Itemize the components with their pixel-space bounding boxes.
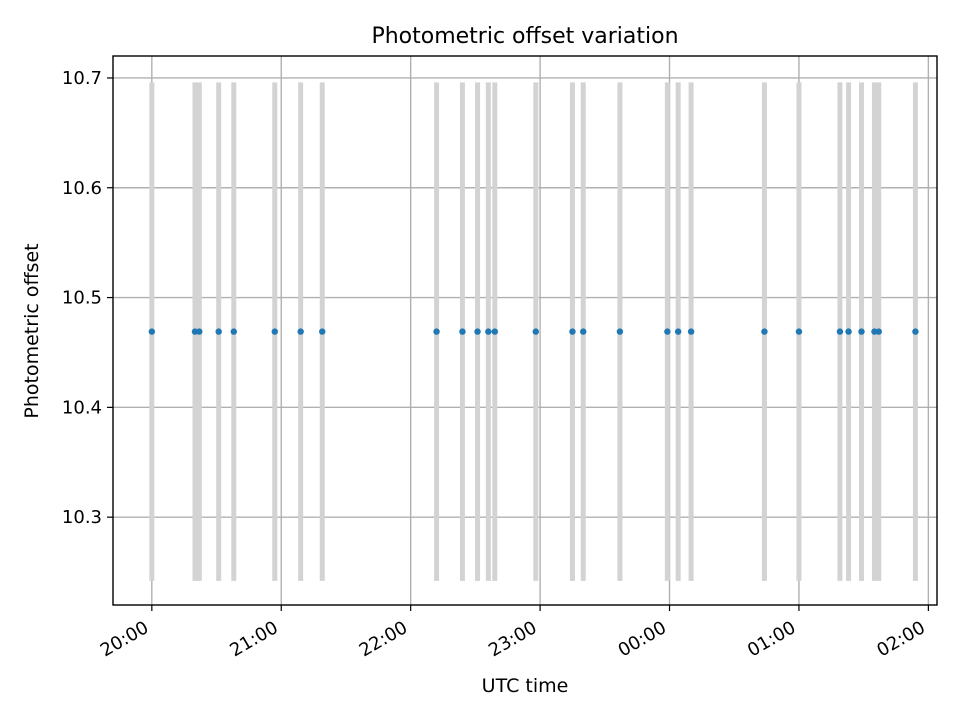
- data-point: [569, 328, 576, 335]
- data-point: [845, 328, 852, 335]
- data-point: [912, 328, 919, 335]
- y-tick-label: 10.6: [62, 178, 102, 199]
- data-point: [297, 328, 304, 335]
- data-point: [836, 328, 844, 335]
- data-point: [215, 328, 222, 335]
- chart-title: Photometric offset variation: [371, 24, 678, 49]
- x-axis-label: UTC time: [482, 675, 569, 697]
- data-point: [687, 328, 695, 335]
- data-points: [148, 328, 919, 335]
- data-point: [664, 328, 671, 335]
- data-point: [875, 328, 882, 335]
- data-point: [148, 328, 156, 335]
- data-point: [616, 328, 624, 335]
- data-point: [580, 328, 587, 335]
- data-point: [761, 328, 768, 335]
- y-tick-label: 10.5: [62, 288, 102, 309]
- data-point: [196, 328, 203, 335]
- data-point: [271, 328, 278, 335]
- y-axis-label: Photometric offset: [21, 243, 43, 418]
- data-point: [491, 328, 499, 335]
- data-point: [459, 328, 466, 335]
- y-tick-label: 10.4: [62, 397, 102, 418]
- data-point: [858, 328, 865, 335]
- data-point: [319, 328, 326, 335]
- data-point: [474, 328, 481, 335]
- data-point: [674, 328, 682, 335]
- data-point: [230, 328, 237, 335]
- y-tick-label: 10.7: [62, 68, 102, 89]
- data-point: [795, 328, 803, 335]
- data-point: [433, 328, 440, 335]
- plot-frame: [112, 55, 938, 606]
- data-point: [532, 328, 539, 335]
- data-point: [485, 328, 492, 335]
- y-tick-label: 10.3: [62, 507, 102, 528]
- y-axis: 10.3 10.4 10.5 10.6 10.7: [62, 68, 113, 528]
